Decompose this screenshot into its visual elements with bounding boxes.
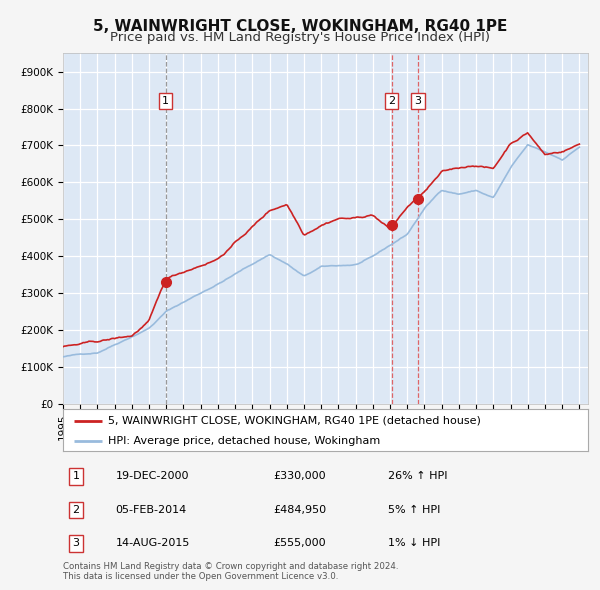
Text: 5% ↑ HPI: 5% ↑ HPI [389, 505, 441, 515]
Text: 19-DEC-2000: 19-DEC-2000 [115, 471, 189, 481]
Text: 2: 2 [73, 505, 80, 515]
Text: Contains HM Land Registry data © Crown copyright and database right 2024.
This d: Contains HM Land Registry data © Crown c… [63, 562, 398, 581]
Text: 2: 2 [388, 96, 395, 106]
Text: 1: 1 [162, 96, 169, 106]
Text: £330,000: £330,000 [273, 471, 326, 481]
Text: Price paid vs. HM Land Registry's House Price Index (HPI): Price paid vs. HM Land Registry's House … [110, 31, 490, 44]
Text: HPI: Average price, detached house, Wokingham: HPI: Average price, detached house, Woki… [107, 436, 380, 445]
Text: 14-AUG-2015: 14-AUG-2015 [115, 538, 190, 548]
Text: 1: 1 [73, 471, 80, 481]
Text: £555,000: £555,000 [273, 538, 326, 548]
Text: 5, WAINWRIGHT CLOSE, WOKINGHAM, RG40 1PE: 5, WAINWRIGHT CLOSE, WOKINGHAM, RG40 1PE [93, 19, 507, 34]
Text: 3: 3 [73, 538, 80, 548]
Text: 05-FEB-2014: 05-FEB-2014 [115, 505, 187, 515]
Text: 26% ↑ HPI: 26% ↑ HPI [389, 471, 448, 481]
Text: 1% ↓ HPI: 1% ↓ HPI [389, 538, 441, 548]
Text: 3: 3 [415, 96, 421, 106]
Text: £484,950: £484,950 [273, 505, 326, 515]
Text: 5, WAINWRIGHT CLOSE, WOKINGHAM, RG40 1PE (detached house): 5, WAINWRIGHT CLOSE, WOKINGHAM, RG40 1PE… [107, 416, 481, 426]
